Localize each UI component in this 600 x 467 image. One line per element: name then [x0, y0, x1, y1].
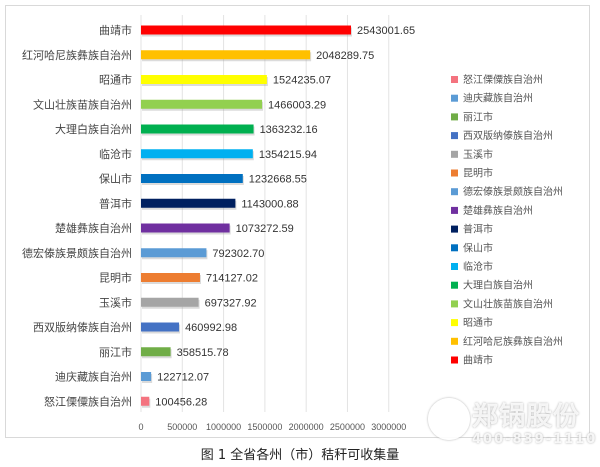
legend-label: 红河哈尼族彝族自治州 [463, 335, 563, 348]
data-label: 2048289.75 [316, 50, 374, 62]
legend-label: 德宏傣族景颇族自治州 [463, 185, 563, 198]
legend-label: 普洱市 [463, 223, 493, 236]
legend-swatch [451, 225, 458, 233]
chart-frame [5, 5, 590, 438]
data-label: 2543001.65 [357, 25, 415, 37]
legend-swatch [451, 132, 458, 140]
bar [141, 50, 311, 60]
legend-swatch [451, 94, 458, 102]
bar [141, 347, 171, 357]
legend-swatch [451, 113, 458, 121]
legend-label: 临沧市 [463, 260, 493, 273]
bar [141, 372, 152, 381]
bar [141, 75, 267, 84]
data-label: 714127.02 [206, 273, 258, 285]
category-label: 曲靖市 [99, 23, 132, 37]
legend-swatch [451, 244, 458, 252]
data-label: 122712.07 [157, 372, 209, 384]
category-label: 红河哈尼族彝族自治州 [22, 48, 132, 62]
legend-swatch [451, 150, 458, 158]
data-label: 358515.78 [177, 347, 229, 359]
legend-label: 玉溪市 [463, 148, 493, 161]
category-label: 怒江傈僳族自治州 [44, 394, 132, 408]
bar [141, 396, 150, 406]
category-label: 文山壮族苗族自治州 [33, 97, 132, 111]
legend-swatch [451, 206, 458, 214]
chart-caption: 图 1 全省各州（市）秸秆可收集量 [200, 448, 400, 463]
bar [141, 174, 243, 183]
data-label: 1363232.16 [260, 124, 318, 136]
bar [141, 322, 180, 332]
category-label: 德宏傣族景颇族自治州 [22, 246, 132, 260]
legend-label: 怒江傈僳族自治州 [463, 73, 543, 86]
x-tick-label: 500000 [167, 422, 197, 432]
legend-label: 大理白族自治州 [463, 279, 533, 292]
data-label: 1073272.59 [236, 223, 294, 235]
x-tick-label: 3000000 [371, 422, 406, 432]
x-tick-label: 2000000 [289, 422, 324, 432]
category-label: 玉溪市 [99, 295, 132, 309]
bar [141, 25, 351, 35]
bar [141, 124, 254, 134]
bar-chart: 0 500000 1000000 1500000 2000000 2500000 30000… [22, 15, 563, 432]
bar [141, 149, 253, 159]
legend-swatch [451, 76, 458, 83]
data-label: 1524235.07 [273, 75, 331, 87]
category-label: 丽江市 [99, 345, 132, 359]
legend-swatch [451, 356, 458, 364]
bar [141, 273, 200, 282]
legend-swatch [451, 169, 458, 177]
legend-label: 保山市 [463, 241, 493, 254]
data-label: 100456.28 [155, 396, 207, 408]
bar [141, 198, 236, 208]
legend-label: 迪庆藏族自治州 [463, 92, 533, 105]
category-label: 西双版纳傣族自治州 [33, 320, 132, 334]
legend-label: 丽江市 [463, 110, 493, 123]
data-label: 1354215.94 [259, 149, 317, 161]
bar [141, 99, 263, 109]
bar [141, 297, 199, 307]
legend-label: 文山壮族苗族自治州 [463, 297, 553, 310]
legend-swatch [451, 337, 458, 345]
x-tick-label: 1000000 [206, 422, 241, 432]
legend-label: 楚雄彝族自治州 [463, 204, 533, 217]
data-label: 1466003.29 [268, 99, 326, 111]
bar [141, 248, 207, 258]
legend-label: 西双版纳傣族自治州 [463, 129, 553, 142]
x-tick-label: 0 [138, 422, 143, 432]
bar [141, 223, 230, 233]
category-label: 保山市 [99, 172, 132, 186]
data-label: 1143000.88 [241, 198, 298, 210]
category-label: 昭通市 [99, 73, 132, 87]
category-label: 大理白族自治州 [55, 122, 132, 136]
category-label: 楚雄彝族自治州 [55, 221, 132, 235]
x-tick-label: 1500000 [247, 422, 282, 432]
legend-swatch [451, 319, 458, 327]
x-tick-label: 2500000 [330, 422, 365, 432]
legend-swatch [451, 300, 458, 308]
data-label: 697327.92 [205, 297, 257, 309]
data-label: 460992.98 [185, 322, 237, 334]
legend-label: 曲靖市 [463, 354, 493, 367]
legend-swatch [451, 281, 458, 289]
category-label: 迪庆藏族自治州 [55, 370, 132, 384]
legend-swatch [451, 188, 458, 196]
legend-swatch [451, 263, 458, 270]
legend-label: 昆明市 [463, 167, 493, 180]
category-label: 昆明市 [99, 271, 132, 285]
category-label: 普洱市 [99, 196, 132, 210]
category-label: 临沧市 [99, 147, 132, 161]
legend-label: 昭通市 [463, 316, 493, 329]
data-label: 1232668.55 [249, 174, 307, 186]
data-label: 792302.70 [212, 248, 264, 260]
